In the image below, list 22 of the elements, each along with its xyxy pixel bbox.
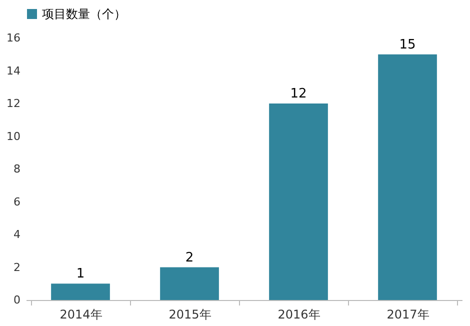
data-label: 12 [290,86,307,102]
bar [160,267,219,300]
x-tick-label: 2014年 [60,308,102,322]
y-tick-label: 8 [14,162,20,176]
data-label: 2 [185,250,194,266]
y-tick-label: 10 [6,130,20,143]
data-label: 15 [399,37,416,52]
bar [51,284,110,300]
y-tick-label: 14 [6,64,20,78]
legend-label: 项目数量（个） [42,7,126,21]
x-tick-label: 2015年 [168,308,212,322]
y-tick-label: 0 [14,294,20,306]
y-tick-label: 2 [14,260,20,274]
data-label: 1 [76,266,85,282]
y-tick-label: 12 [6,97,20,110]
bar [378,54,437,300]
bar [269,104,328,300]
x-tick-label: 2016年 [278,308,320,322]
y-tick-label: 6 [14,195,20,208]
x-tick-label: 2017年 [386,308,430,322]
y-tick-label: 16 [6,32,20,44]
y-tick-label: 4 [14,228,20,241]
